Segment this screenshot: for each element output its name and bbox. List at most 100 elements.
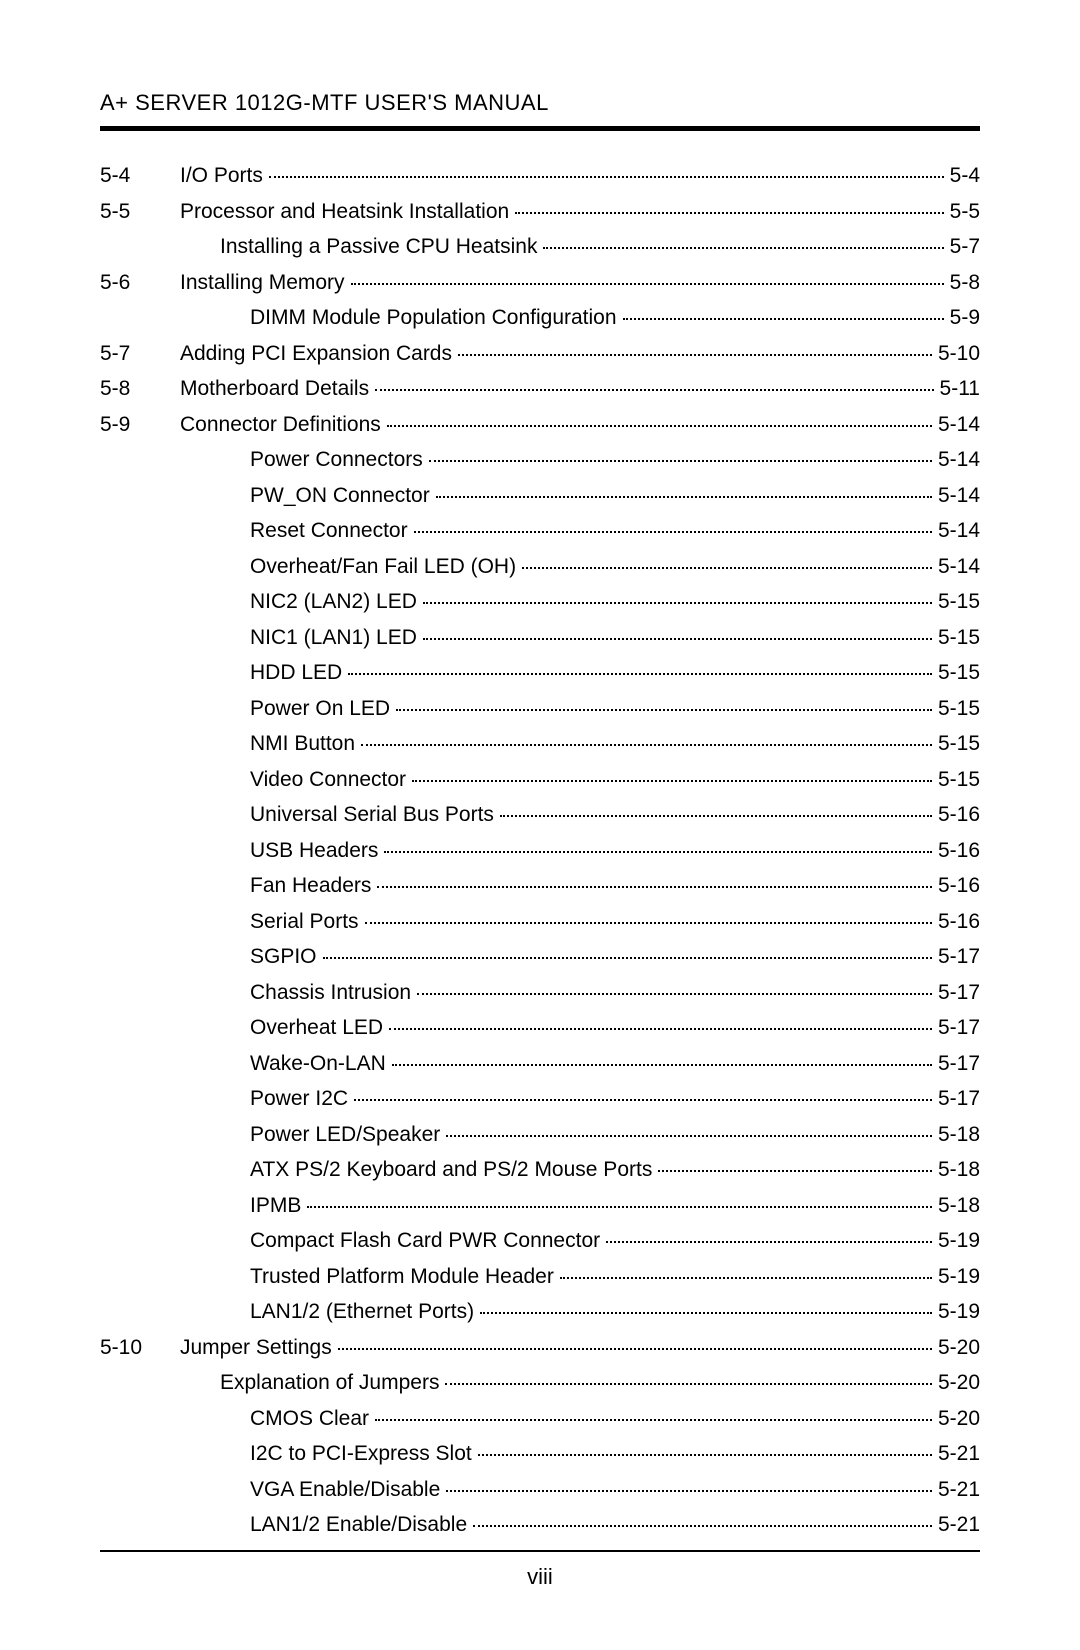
toc-leader [392,1064,932,1066]
toc-row: 5-10Jumper Settings5-20 [100,1337,980,1358]
toc-title: Installing a Passive CPU Heatsink [180,236,541,257]
toc-row: IPMB 5-18 [100,1195,980,1216]
toc-row: Reset Connector5-14 [100,520,980,541]
toc-row: HDD LED5-15 [100,662,980,683]
toc-leader [500,815,932,817]
toc-page: 5-14 [934,449,980,470]
toc-page: 5-11 [936,378,980,399]
toc-page: 5-16 [934,840,980,861]
toc-leader [515,212,943,214]
toc-title: Universal Serial Bus Ports [180,804,498,825]
toc-page: 5-17 [934,982,980,1003]
toc-leader [365,922,932,924]
toc-section-number: 5-4 [100,165,180,186]
toc-row: Power Connectors5-14 [100,449,980,470]
toc-leader [417,993,932,995]
toc-row: Overheat/Fan Fail LED (OH)5-14 [100,556,980,577]
toc-section-number: 5-8 [100,378,180,399]
toc-leader [377,886,932,888]
toc-page: 5-16 [934,911,980,932]
toc-page: 5-8 [946,272,980,293]
toc-title: Motherboard Details [180,378,373,399]
toc-title: LAN1/2 Enable/Disable [180,1514,471,1535]
toc-title: Overheat/Fan Fail LED (OH) [180,556,520,577]
toc-section-number: 5-5 [100,201,180,222]
toc-section-number: 5-9 [100,414,180,435]
toc-leader [522,567,932,569]
toc-page: 5-20 [934,1337,980,1358]
toc-leader [623,318,944,320]
toc-title: Fan Headers [180,875,375,896]
toc-row: DIMM Module Population Configuration5-9 [100,307,980,328]
toc-title: PW_ON Connector [180,485,434,506]
toc-leader [384,851,932,853]
toc-row: Wake-On-LAN 5-17 [100,1053,980,1074]
page-container: A+ SERVER 1012G-MTF USER'S MANUAL 5-4I/O… [0,0,1080,1650]
toc-row: ATX PS/2 Keyboard and PS/2 Mouse Ports5-… [100,1159,980,1180]
toc-page: 5-15 [934,733,980,754]
toc-leader [361,744,932,746]
toc-row: PW_ON Connector 5-14 [100,485,980,506]
toc-title: Serial Ports [180,911,363,932]
toc-title: NIC1 (LAN1) LED [180,627,421,648]
toc-leader [458,354,932,356]
table-of-contents: 5-4I/O Ports5-45-5Processor and Heatsink… [100,165,980,1535]
footer-rule [100,1550,980,1552]
toc-row: 5-8Motherboard Details 5-11 [100,378,980,399]
toc-row: Video Connector5-15 [100,769,980,790]
toc-leader [480,1312,932,1314]
toc-row: LAN1/2 Enable/Disable 5-21 [100,1514,980,1535]
toc-row: 5-5Processor and Heatsink Installation5-… [100,201,980,222]
toc-row: Trusted Platform Module Header 5-19 [100,1266,980,1287]
toc-leader [338,1348,932,1350]
toc-title: USB Headers [180,840,382,861]
toc-title: Installing Memory [180,272,349,293]
toc-row: Fan Headers 5-16 [100,875,980,896]
toc-leader [473,1525,932,1527]
toc-row: NIC2 (LAN2) LED5-15 [100,591,980,612]
toc-title: NMI Button [180,733,359,754]
toc-page: 5-21 [934,1514,980,1535]
toc-page: 5-16 [934,804,980,825]
toc-title: Chassis Intrusion [180,982,415,1003]
toc-title: HDD LED [180,662,346,683]
toc-leader [414,531,932,533]
toc-title: I2C to PCI-Express Slot [180,1443,476,1464]
toc-row: I2C to PCI-Express Slot5-21 [100,1443,980,1464]
toc-row: Compact Flash Card PWR Connector5-19 [100,1230,980,1251]
toc-leader [323,957,932,959]
toc-page: 5-17 [934,1088,980,1109]
toc-leader [396,709,932,711]
toc-title: Wake-On-LAN [180,1053,390,1074]
toc-leader [478,1454,932,1456]
toc-title: CMOS Clear [180,1408,373,1429]
toc-page: 5-5 [946,201,980,222]
toc-leader [658,1170,932,1172]
toc-section-number: 5-7 [100,343,180,364]
toc-page: 5-14 [934,485,980,506]
toc-title: IPMB [180,1195,305,1216]
toc-page: 5-18 [934,1195,980,1216]
toc-title: Overheat LED [180,1017,387,1038]
toc-page: 5-14 [934,520,980,541]
toc-page: 5-15 [934,627,980,648]
toc-page: 5-16 [934,875,980,896]
toc-title: SGPIO [180,946,321,967]
toc-page: 5-19 [934,1266,980,1287]
toc-row: Explanation of Jumpers5-20 [100,1372,980,1393]
toc-leader [269,176,944,178]
toc-title: LAN1/2 (Ethernet Ports) [180,1301,478,1322]
toc-row: Power LED/Speaker5-18 [100,1124,980,1145]
toc-row: 5-9Connector Definitions5-14 [100,414,980,435]
toc-title: Explanation of Jumpers [180,1372,443,1393]
toc-leader [436,496,932,498]
toc-page: 5-17 [934,1053,980,1074]
toc-title: NIC2 (LAN2) LED [180,591,421,612]
toc-title: Trusted Platform Module Header [180,1266,558,1287]
toc-title: I/O Ports [180,165,267,186]
toc-leader [351,283,944,285]
toc-page: 5-17 [934,1017,980,1038]
toc-page: 5-4 [946,165,980,186]
toc-row: VGA Enable/Disable5-21 [100,1479,980,1500]
toc-leader [348,673,932,675]
